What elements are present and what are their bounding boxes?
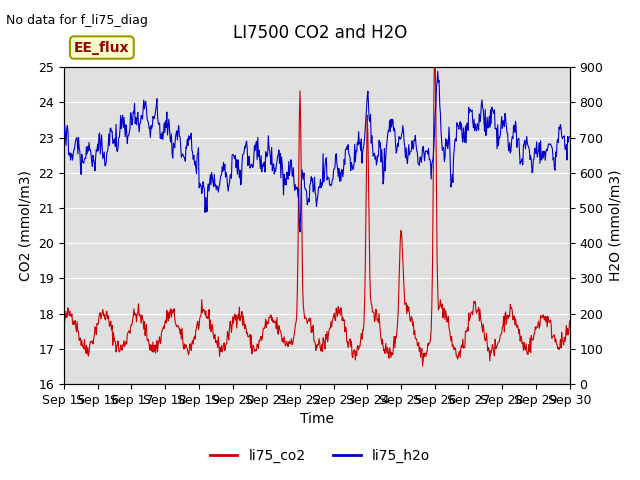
Text: LI7500 CO2 and H2O: LI7500 CO2 and H2O — [233, 24, 407, 42]
Y-axis label: CO2 (mmol/m3): CO2 (mmol/m3) — [19, 170, 33, 281]
X-axis label: Time: Time — [300, 412, 334, 426]
Text: EE_flux: EE_flux — [74, 40, 130, 55]
Legend: li75_co2, li75_h2o: li75_co2, li75_h2o — [204, 443, 436, 468]
Y-axis label: H2O (mmol/m3): H2O (mmol/m3) — [609, 170, 623, 281]
Text: No data for f_li75_diag: No data for f_li75_diag — [6, 14, 148, 27]
